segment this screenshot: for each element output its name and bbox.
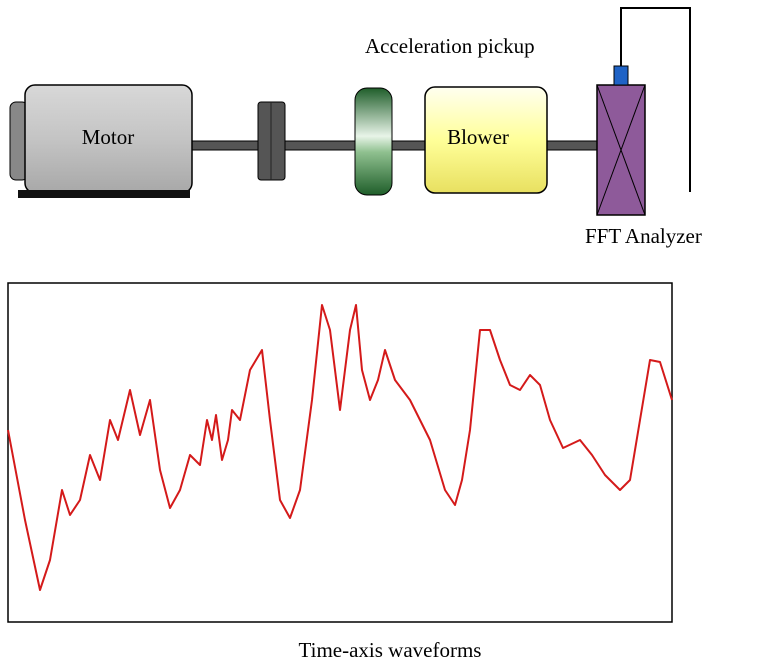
waveform (7, 304, 673, 591)
motor-label: Motor (82, 125, 135, 149)
motor-base (18, 190, 190, 198)
blower-label: Blower (447, 125, 509, 149)
analyzer-label: FFT Analyzer (585, 224, 702, 248)
bearing-cross (596, 84, 646, 216)
blower (424, 86, 548, 194)
pickup-label: Acceleration pickup (365, 34, 535, 58)
acceleration-pickup (613, 65, 629, 86)
signal-wire (620, 7, 691, 192)
pulley (354, 87, 393, 196)
waveform-label: Time-axis waveforms (299, 638, 482, 662)
waveform-panel (7, 282, 673, 623)
